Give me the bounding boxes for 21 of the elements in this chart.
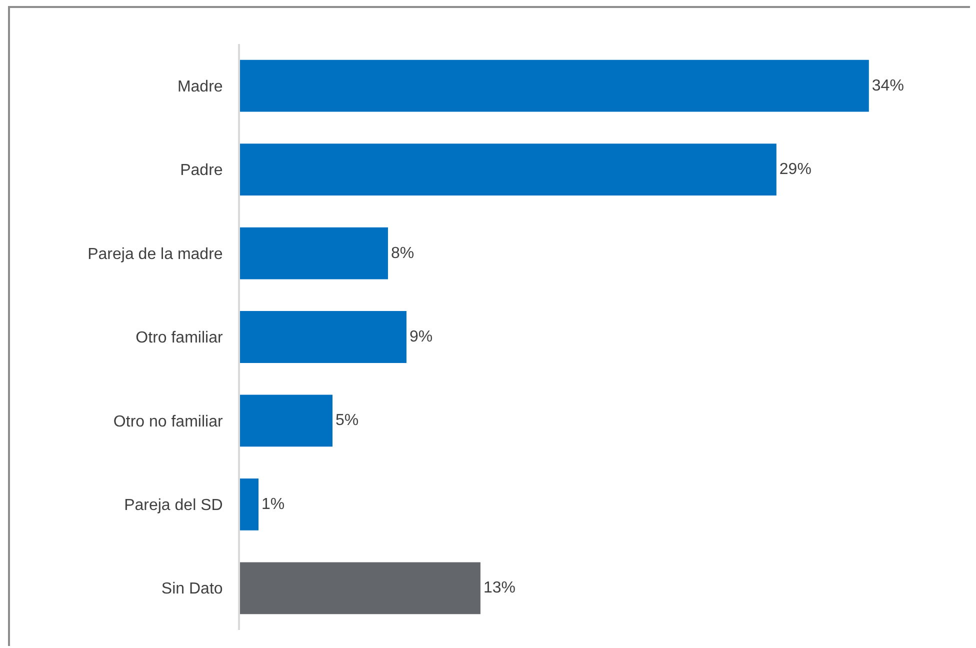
bar [240, 144, 776, 196]
bar [240, 478, 258, 530]
data-label: 13% [483, 580, 516, 597]
bar [240, 562, 480, 614]
data-label: 1% [262, 496, 285, 513]
y-tick-label: Padre [180, 162, 223, 180]
y-tick-label: Otro no familiar [113, 413, 224, 430]
data-label: 29% [779, 161, 812, 178]
data-label: 8% [390, 244, 414, 262]
bar [240, 227, 388, 280]
bar [240, 394, 332, 447]
y-tick-label: Sin Dato [161, 580, 223, 598]
bar [240, 311, 406, 363]
y-tick-label: Madre [177, 78, 223, 96]
data-label: 34% [872, 77, 904, 94]
data-label: 9% [409, 328, 433, 346]
y-tick-label: Pareja del SD [124, 497, 223, 514]
y-tick-label: Pareja de la madre [88, 246, 223, 263]
y-tick-label: Otro familiar [136, 330, 224, 347]
data-label: 5% [335, 412, 359, 430]
bar [240, 60, 869, 112]
